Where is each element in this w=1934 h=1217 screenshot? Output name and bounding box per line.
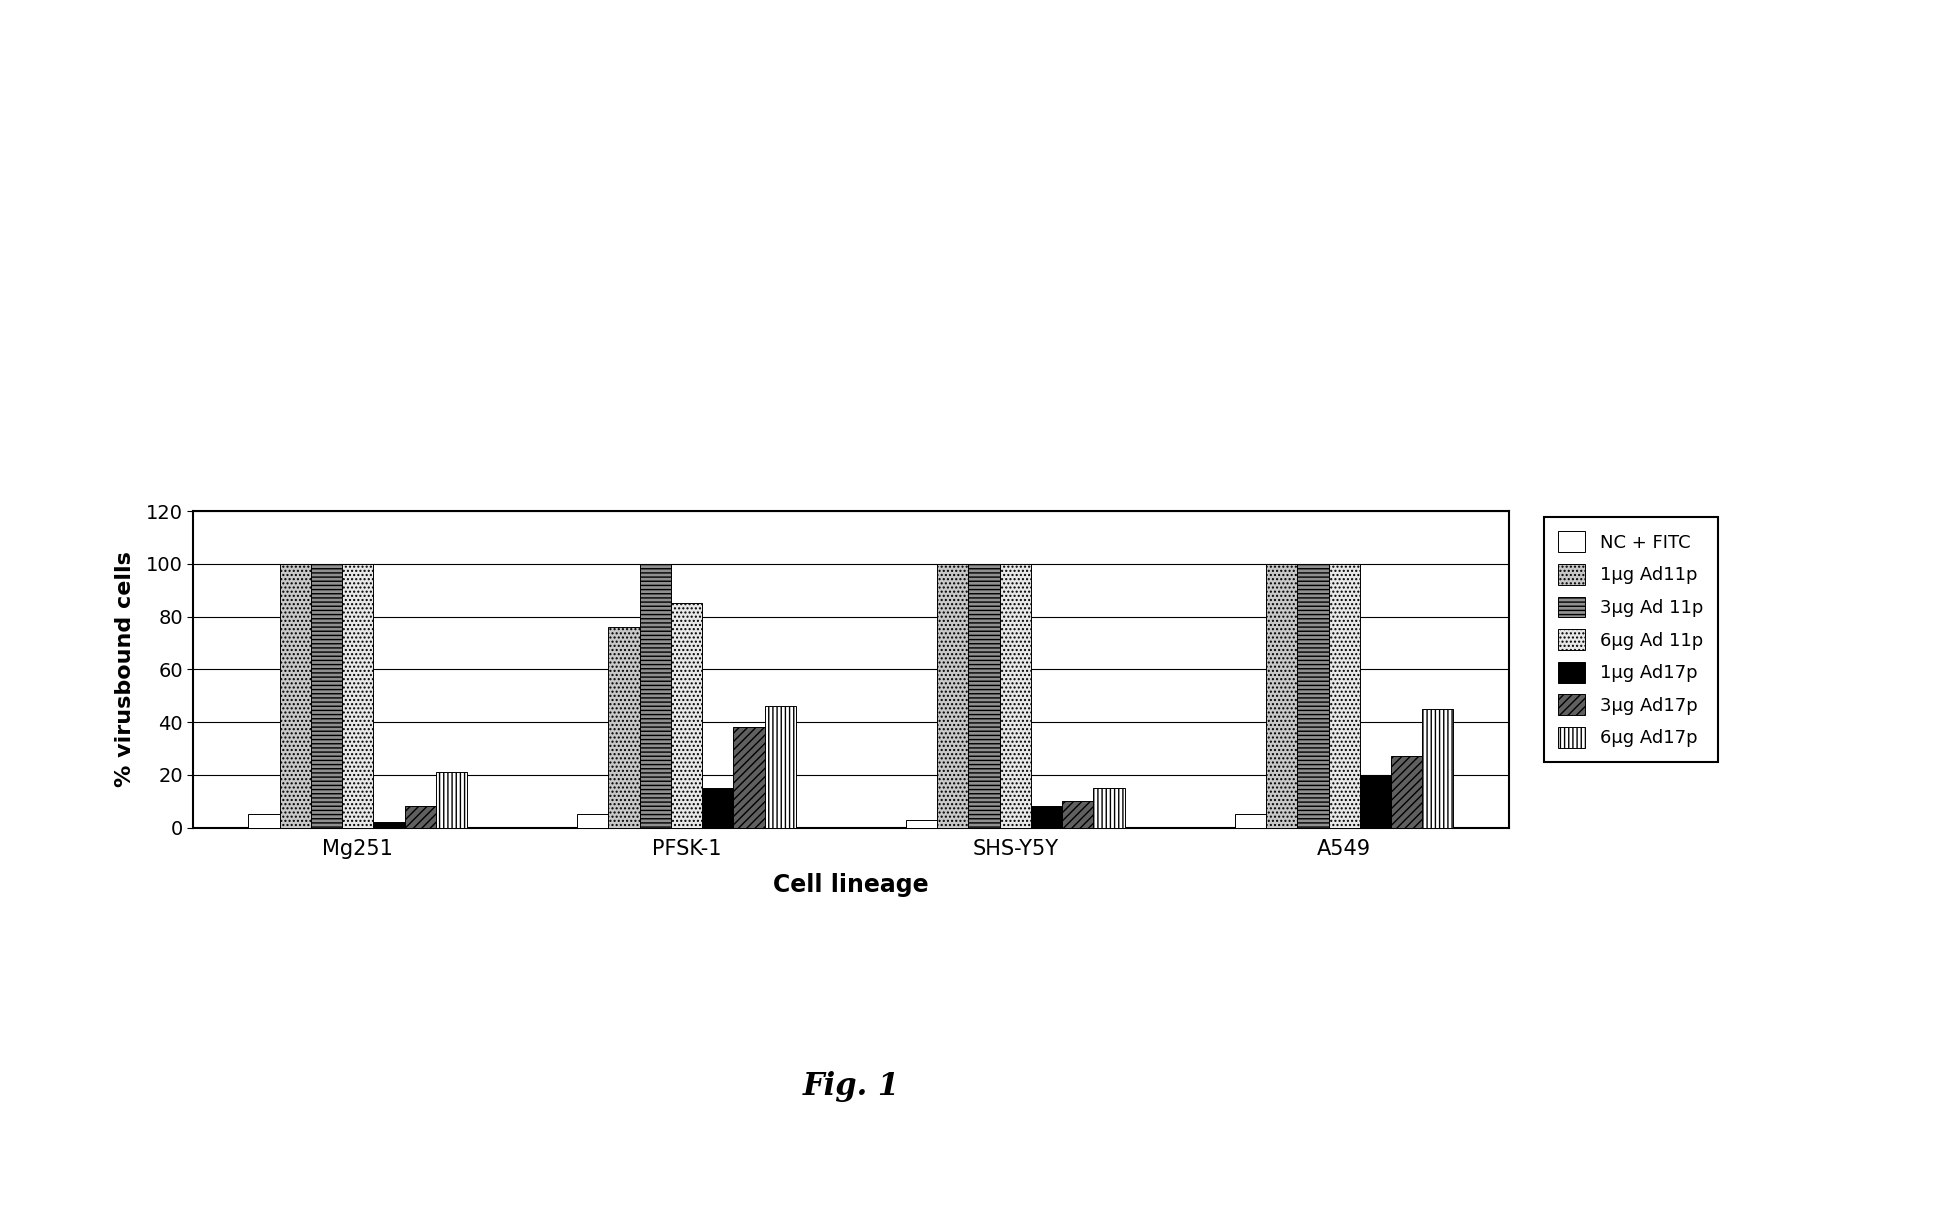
Bar (1234, 814, 1267, 828)
Bar (576, 814, 609, 828)
Bar (1000, 563, 1031, 828)
Bar (404, 807, 435, 828)
Y-axis label: % virusbound cells: % virusbound cells (114, 551, 135, 787)
Bar (969, 563, 1000, 828)
X-axis label: Cell lineage: Cell lineage (774, 873, 928, 897)
Bar (1329, 563, 1360, 828)
Bar (1391, 756, 1421, 828)
Bar (311, 563, 342, 828)
Bar (1360, 775, 1391, 828)
Bar (373, 823, 404, 828)
Bar (1062, 801, 1093, 828)
Bar (905, 820, 938, 828)
Bar (640, 563, 671, 828)
Bar (609, 627, 640, 828)
Bar (702, 789, 733, 828)
Bar (1298, 563, 1329, 828)
Bar (733, 728, 764, 828)
Text: Fig. 1: Fig. 1 (803, 1071, 899, 1103)
Bar (280, 563, 311, 828)
Bar (1267, 563, 1298, 828)
Legend: NC + FITC, 1μg Ad11p, 3μg Ad 11p, 6μg Ad 11p, 1μg Ad17p, 3μg Ad17p, 6μg Ad17p: NC + FITC, 1μg Ad11p, 3μg Ad 11p, 6μg Ad… (1543, 517, 1717, 762)
Bar (1093, 789, 1126, 828)
Bar (938, 563, 969, 828)
Bar (342, 563, 373, 828)
Bar (671, 604, 702, 828)
Bar (1031, 807, 1062, 828)
Bar (248, 814, 280, 828)
Bar (1421, 708, 1454, 828)
Bar (435, 773, 468, 828)
Bar (764, 706, 797, 828)
